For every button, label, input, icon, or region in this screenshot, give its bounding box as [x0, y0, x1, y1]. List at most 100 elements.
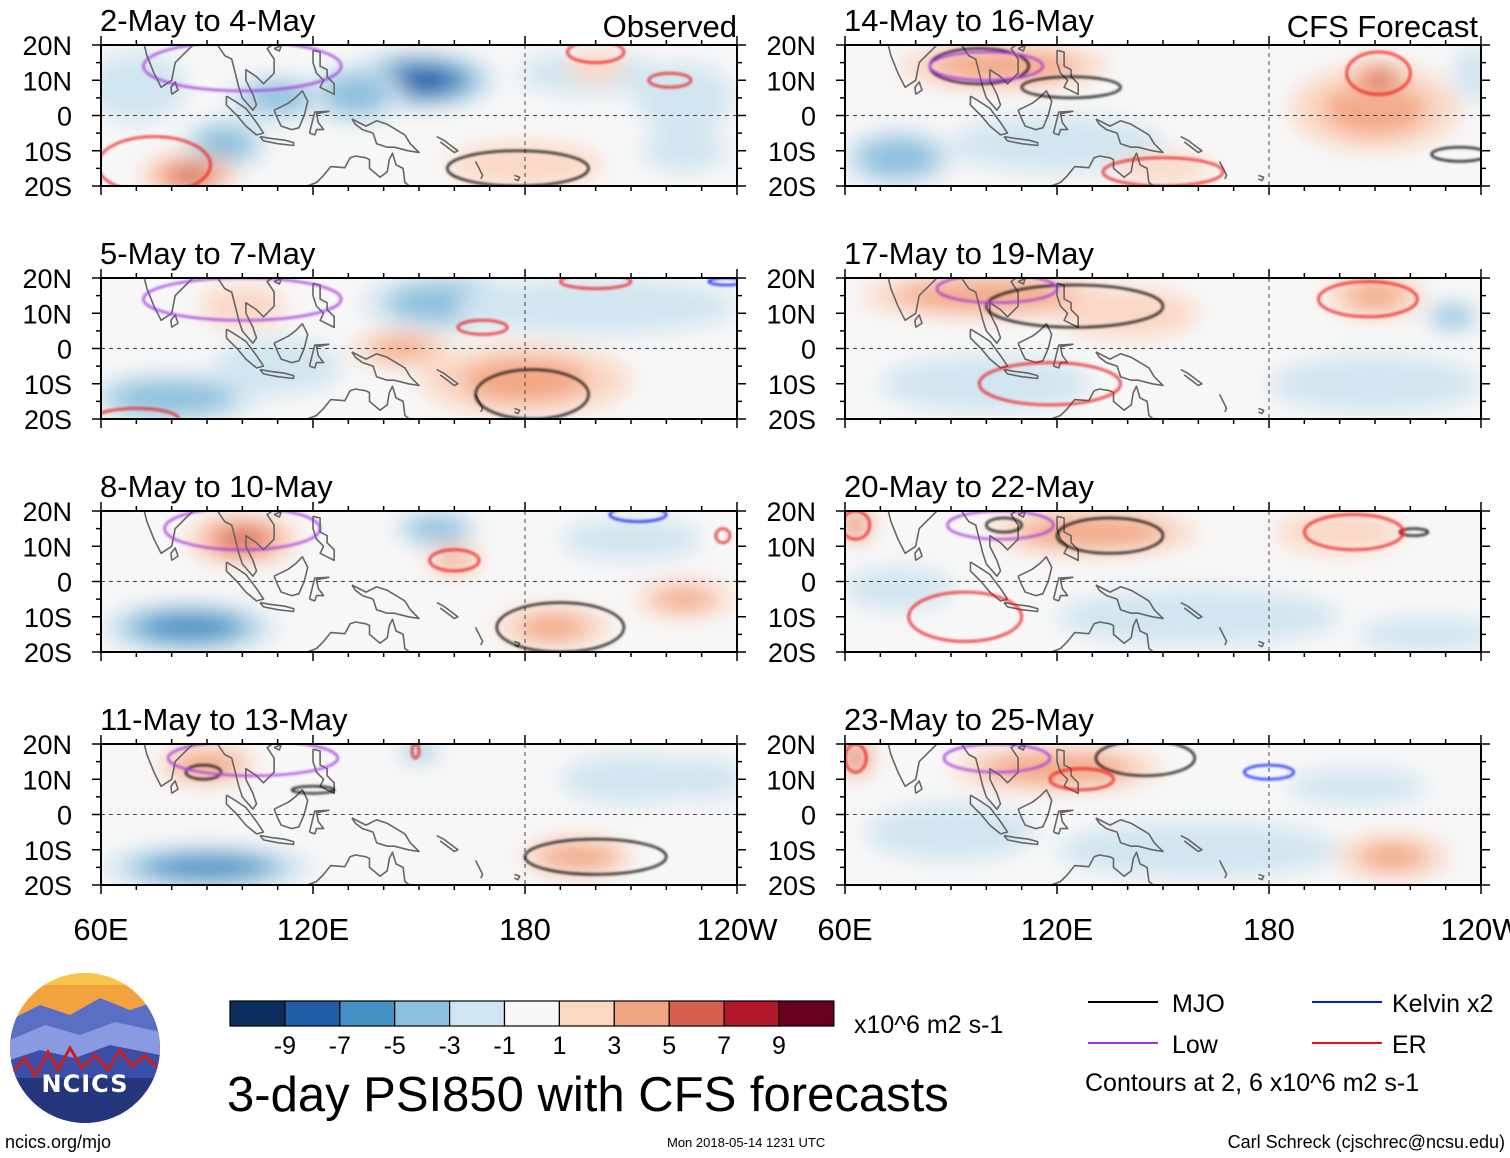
anomaly-blob [1085, 298, 1171, 329]
anomaly-blob [873, 145, 923, 170]
lon-label: 120E [1021, 912, 1093, 947]
coastline [1048, 385, 1155, 419]
contour-mjo [1020, 75, 1122, 99]
anomaly-blob [588, 526, 674, 552]
coastline [914, 81, 923, 95]
colorbar-label: 3 [607, 1032, 621, 1060]
coastline [273, 45, 282, 52]
coastline [312, 748, 335, 795]
panel-title: 23-May to 25-May [844, 702, 1094, 737]
anomaly-blob [461, 359, 589, 402]
contour-low [946, 511, 1055, 541]
colorbar: -9 -7 -5 -3 -1 1 3 5 7 9 [229, 1000, 835, 1060]
contour-low [935, 278, 1058, 304]
coastline [914, 780, 923, 795]
contour-er [1303, 513, 1405, 551]
anomaly-blob [922, 366, 1050, 401]
lat-label: 20N [766, 31, 816, 61]
colorbar-label: -9 [274, 1032, 296, 1060]
lat-label: 20N [22, 497, 72, 527]
coastline [1218, 859, 1228, 879]
colorbar-label: 7 [717, 1032, 731, 1060]
contour-mjo [1094, 744, 1196, 777]
coastline [514, 873, 521, 881]
footer-url[interactable]: ncics.org/mjo [5, 1132, 111, 1152]
anomaly-blob [676, 766, 728, 792]
contour-mjo [184, 764, 223, 781]
contour-er [410, 744, 420, 760]
anomaly-blob [1301, 519, 1378, 545]
lat-label: 10S [24, 370, 72, 400]
colorbar-swatch [339, 1000, 396, 1027]
contour-er [101, 135, 212, 186]
colorbar-label: 5 [662, 1032, 676, 1060]
lat-label: 20S [768, 405, 816, 435]
coastline [873, 511, 1019, 577]
contour-kelvin-x2 [1243, 764, 1295, 781]
coastline [1056, 515, 1079, 562]
panel-title: 5-May to 7-May [100, 236, 316, 271]
contour-mjo [985, 517, 1023, 534]
lat-label: 10N [766, 765, 816, 795]
main-title: 3-day PSI850 with CFS forecasts [227, 1068, 949, 1122]
coastline [1180, 834, 1203, 853]
lon-label: 60E [73, 912, 128, 947]
coastline [1258, 640, 1265, 648]
coastline [1003, 368, 1039, 380]
coastline [1258, 174, 1265, 182]
contour-er [1317, 280, 1419, 318]
contour-er [647, 72, 693, 89]
coastline [1218, 160, 1228, 180]
coastline [1095, 118, 1164, 154]
lat-label: 20S [768, 871, 816, 901]
contour-er [1048, 767, 1115, 791]
contour-note: Contours at 2, 6 x10^6 m2 s-1 [1085, 1069, 1419, 1097]
lat-label: 20N [766, 264, 816, 294]
contour-mjo [1398, 527, 1430, 537]
coastline [1056, 49, 1079, 96]
lat-label: 10N [766, 299, 816, 329]
coastline [914, 547, 923, 562]
contour-legend: MJO Kelvin x2 Low ER [1088, 990, 1493, 1059]
anomaly-blob [397, 72, 441, 88]
lat-label: 20N [766, 497, 816, 527]
lat-label: 10N [22, 66, 72, 96]
colorbar-swatch [668, 1000, 725, 1027]
legend-label: ER [1392, 1031, 1427, 1059]
legend-label: Low [1172, 1031, 1219, 1059]
anomaly-blob [1113, 832, 1284, 867]
anomaly-blob [1358, 844, 1427, 870]
lat-label: 10N [22, 299, 72, 329]
colorbar-swatch [284, 1000, 341, 1027]
coastline [1017, 278, 1026, 285]
anomaly-blob [1133, 159, 1193, 177]
panel-title: 17-May to 19-May [844, 236, 1094, 271]
anomaly-blob [437, 551, 472, 569]
coastline [474, 626, 484, 646]
map-panel: 5-May to 7-May 20N 10N 0 10S 20S [22, 236, 746, 435]
longitude-labels: 60E 120E 180 120W 60E 120E 180 120W [73, 912, 1510, 947]
anomaly-blob [206, 133, 243, 155]
lat-label: 20S [24, 638, 72, 668]
coastline [273, 789, 309, 830]
colorbar-label: -7 [329, 1032, 351, 1060]
coastline [1052, 809, 1074, 835]
lat-label: 20S [24, 172, 72, 202]
lat-label: 10S [24, 836, 72, 866]
anomaly-blob [478, 152, 572, 178]
coastline [436, 834, 459, 853]
anomaly-blob [168, 166, 211, 185]
coastline [312, 49, 335, 96]
coastline [969, 95, 1009, 136]
coastline [273, 744, 282, 751]
lon-label: 60E [817, 912, 872, 947]
panel-title: 11-May to 13-May [100, 702, 348, 737]
coastline [1003, 834, 1039, 846]
legend-label: MJO [1172, 990, 1225, 1018]
anomaly-blob [578, 55, 613, 77]
anomaly-blob [418, 521, 455, 537]
coastline [170, 547, 179, 562]
footer-author: Carl Schreck (cjschrec@ncsu.edu) [1228, 1132, 1505, 1152]
contour-er [714, 527, 731, 544]
